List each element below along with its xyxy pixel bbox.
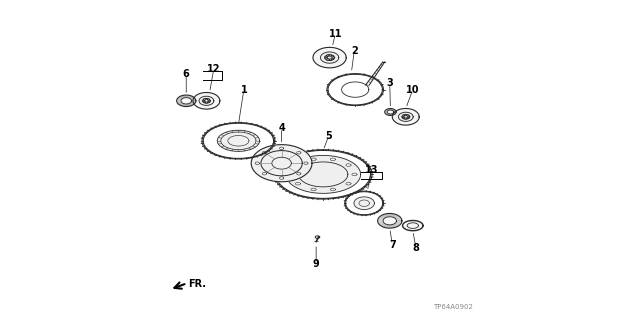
Text: 13: 13 [364, 165, 378, 175]
Text: 11: 11 [328, 28, 342, 39]
Polygon shape [385, 108, 396, 116]
Polygon shape [392, 108, 419, 125]
Text: FR.: FR. [188, 279, 206, 289]
Polygon shape [252, 145, 312, 182]
Text: 6: 6 [183, 68, 189, 79]
Text: 4: 4 [278, 123, 285, 133]
Text: 7: 7 [389, 240, 396, 250]
Text: 8: 8 [413, 243, 419, 253]
Polygon shape [321, 52, 339, 63]
Polygon shape [313, 47, 346, 68]
Polygon shape [354, 197, 374, 210]
Text: 9: 9 [313, 259, 319, 269]
Text: 5: 5 [325, 131, 332, 141]
Polygon shape [199, 96, 214, 105]
Polygon shape [403, 220, 423, 231]
Polygon shape [286, 156, 360, 193]
Text: 10: 10 [406, 84, 420, 95]
Text: TP64A0902: TP64A0902 [433, 304, 473, 310]
Polygon shape [378, 213, 402, 228]
Polygon shape [218, 130, 260, 151]
Polygon shape [398, 112, 413, 121]
Polygon shape [193, 92, 220, 109]
Text: 3: 3 [387, 78, 393, 88]
Polygon shape [177, 95, 196, 107]
Text: 1: 1 [241, 84, 247, 95]
Text: 12: 12 [207, 64, 221, 74]
Text: 2: 2 [351, 46, 358, 56]
